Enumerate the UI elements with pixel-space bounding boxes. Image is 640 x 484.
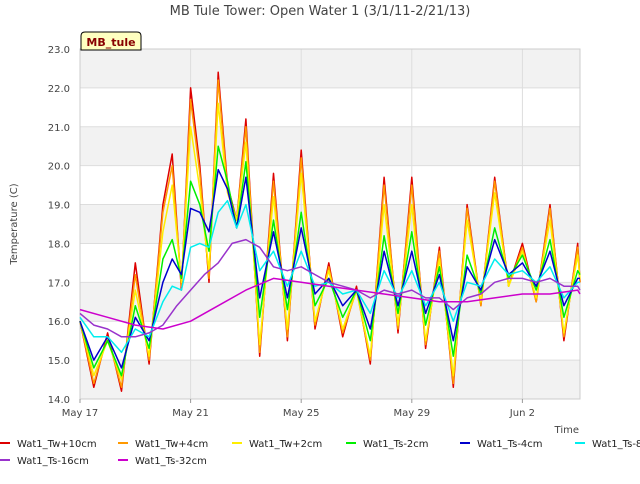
legend-item: Wat1_Ts-32cm bbox=[118, 456, 207, 467]
series-line-wat1-ts-4cm bbox=[79, 168, 580, 369]
y-tick-label: 14.0 bbox=[48, 395, 70, 406]
y-tick-label: 17.0 bbox=[48, 278, 70, 289]
chart-title: MB Tule Tower: Open Water 1 (3/1/11-2/21… bbox=[170, 4, 471, 19]
legend-item: Wat1_Ts-16cm bbox=[0, 456, 89, 467]
legend-item: Wat1_Ts-8cm bbox=[575, 439, 640, 450]
y-tick-label: 20.0 bbox=[48, 162, 70, 173]
x-axis-label: Time bbox=[554, 425, 579, 436]
y-tick-label: 23.0 bbox=[48, 45, 70, 56]
legend-item: Wat1_Tw+10cm bbox=[0, 439, 97, 450]
y-tick-label: 21.0 bbox=[48, 123, 70, 134]
legend: Wat1_Tw+10cm Wat1_Tw+4cm Wat1_Tw+2cm Wat1_T… bbox=[0, 439, 640, 467]
x-tick-label: May 29 bbox=[394, 408, 431, 419]
y-axis-label: Temperature (C) bbox=[9, 183, 20, 265]
legend-label: Wat1_Tw+4cm bbox=[135, 439, 208, 450]
plot-band bbox=[80, 126, 580, 166]
series-line-wat1-ts-8cm bbox=[79, 199, 580, 354]
plot-band bbox=[80, 204, 580, 244]
station-badge: MB_tule bbox=[80, 31, 142, 51]
legend-item: Wat1_Tw+4cm bbox=[118, 439, 208, 450]
legend-item: Wat1_Tw+2cm bbox=[232, 439, 322, 450]
plot-band bbox=[80, 49, 580, 88]
y-tick-label: 19.0 bbox=[48, 201, 70, 212]
plot-frame bbox=[79, 48, 581, 400]
y-axis-ticks: 14.0 15.0 16.0 17.0 18.0 19.0 20.0 21.0 22.0 23.0 bbox=[48, 45, 70, 406]
plot-band bbox=[80, 360, 580, 399]
legend-item: Wat1_Ts-4cm bbox=[460, 439, 543, 450]
x-axis-ticks: May 17 May 21 May 25 May 29 Jun 2 bbox=[62, 399, 535, 419]
legend-label: Wat1_Ts-2cm bbox=[363, 439, 429, 450]
x-tick-label: May 17 bbox=[62, 408, 99, 419]
legend-label: Wat1_Ts-4cm bbox=[477, 439, 543, 450]
y-tick-label: 22.0 bbox=[48, 84, 70, 95]
series-line-wat1-tw-2cm bbox=[79, 102, 581, 381]
legend-item: Wat1_Ts-2cm bbox=[346, 439, 429, 450]
x-tick-label: May 21 bbox=[172, 408, 209, 419]
x-tick-label: Jun 2 bbox=[509, 408, 535, 419]
legend-label: Wat1_Tw+2cm bbox=[249, 439, 322, 450]
y-tick-label: 18.0 bbox=[48, 239, 70, 250]
station-badge-box bbox=[80, 31, 142, 51]
series-line-wat1-tw-4cm bbox=[79, 79, 581, 389]
x-tick-label: May 25 bbox=[283, 408, 320, 419]
series-layer bbox=[79, 71, 581, 392]
y-tick-label: 16.0 bbox=[48, 317, 70, 328]
legend-label: Wat1_Ts-32cm bbox=[135, 456, 207, 467]
legend-label: Wat1_Ts-16cm bbox=[17, 456, 89, 467]
station-badge-label: MB_tule bbox=[86, 36, 135, 49]
y-tick-label: 15.0 bbox=[48, 356, 70, 367]
legend-label: Wat1_Ts-8cm bbox=[592, 439, 640, 450]
series-line-wat1-ts-16cm bbox=[79, 238, 581, 338]
series-line-wat1-ts-2cm bbox=[79, 145, 581, 377]
legend-label: Wat1_Tw+10cm bbox=[17, 439, 97, 450]
series-line-wat1-ts-32cm bbox=[79, 277, 581, 330]
